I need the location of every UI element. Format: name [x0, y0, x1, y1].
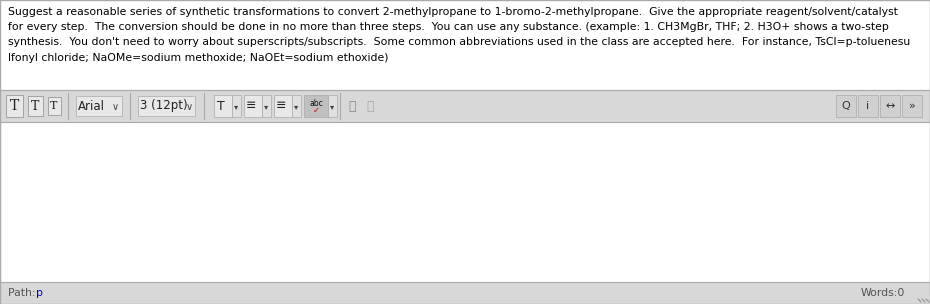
- Text: ⛓: ⛓: [366, 99, 374, 112]
- Text: ▾: ▾: [330, 102, 335, 112]
- Bar: [47, 97, 60, 115]
- Text: ≡: ≡: [246, 99, 256, 112]
- Text: Q: Q: [842, 101, 850, 111]
- Text: T: T: [50, 101, 58, 111]
- Bar: [138, 96, 195, 116]
- Bar: [0, 0, 930, 90]
- Text: ↔: ↔: [885, 101, 895, 111]
- Bar: [0, 122, 930, 282]
- Bar: [0, 90, 930, 122]
- Bar: [858, 95, 878, 117]
- Bar: [232, 95, 241, 117]
- Text: ✓: ✓: [312, 105, 320, 115]
- Bar: [836, 95, 856, 117]
- Text: for every step.  The conversion should be done in no more than three steps.  You: for every step. The conversion should be…: [8, 22, 889, 32]
- Text: ▾: ▾: [234, 102, 239, 112]
- Text: Arial: Arial: [78, 99, 105, 112]
- Text: ∨: ∨: [186, 102, 193, 112]
- Bar: [880, 95, 900, 117]
- Text: ⛓: ⛓: [348, 99, 355, 112]
- Bar: [0, 282, 930, 304]
- Text: T: T: [9, 99, 19, 113]
- Text: »: »: [909, 101, 915, 111]
- Bar: [328, 95, 337, 117]
- Text: T: T: [31, 99, 39, 112]
- Bar: [304, 95, 328, 117]
- Text: Path:: Path:: [8, 288, 39, 298]
- Text: ▾: ▾: [295, 102, 299, 112]
- Text: Words:0: Words:0: [860, 288, 905, 298]
- Text: Suggest a reasonable series of synthetic transformations to convert 2-methylprop: Suggest a reasonable series of synthetic…: [8, 7, 897, 17]
- Text: ▾: ▾: [264, 102, 269, 112]
- Bar: [76, 96, 122, 116]
- Bar: [244, 95, 262, 117]
- Text: synthesis.  You don't need to worry about superscripts/subscripts.  Some common : synthesis. You don't need to worry about…: [8, 37, 910, 47]
- Text: i: i: [867, 101, 870, 111]
- Text: 3 (12pt): 3 (12pt): [140, 99, 188, 112]
- Bar: [274, 95, 292, 117]
- Bar: [902, 95, 922, 117]
- Bar: [6, 95, 22, 117]
- Text: lfonyl chloride; NaOMe=sodium methoxide; NaOEt=sodium ethoxide): lfonyl chloride; NaOMe=sodium methoxide;…: [8, 53, 389, 63]
- Text: T: T: [217, 99, 225, 112]
- Bar: [214, 95, 232, 117]
- Text: p: p: [36, 288, 43, 298]
- Bar: [262, 95, 271, 117]
- Bar: [292, 95, 301, 117]
- Bar: [28, 96, 43, 116]
- Text: ≡: ≡: [275, 99, 286, 112]
- Text: abc: abc: [309, 99, 323, 109]
- Text: ∨: ∨: [112, 102, 119, 112]
